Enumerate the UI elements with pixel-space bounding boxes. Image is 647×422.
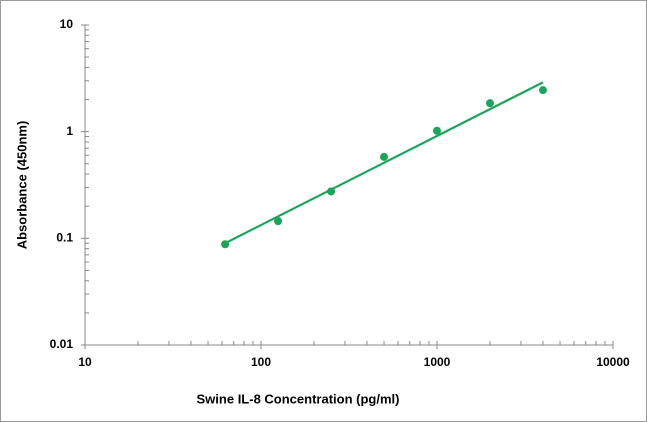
x-tick-label: 100 xyxy=(251,355,271,369)
y-tick-label: 0.1 xyxy=(56,231,73,245)
data-point xyxy=(485,99,494,108)
data-point xyxy=(380,152,389,161)
y-tick-label: 1 xyxy=(66,124,73,138)
data-point xyxy=(274,217,283,226)
trend-line xyxy=(224,81,544,245)
x-axis-title: Swine IL-8 Concentration (pg/ml) xyxy=(197,391,400,406)
x-tick-label: 1000 xyxy=(424,355,451,369)
y-tick-label: 10 xyxy=(60,17,74,31)
x-tick-label: 10000 xyxy=(596,355,630,369)
data-point xyxy=(433,126,441,135)
data-point xyxy=(538,86,547,95)
y-axis-title: Absorbance (450nm) xyxy=(14,121,29,250)
x-tick-label: 10 xyxy=(78,355,92,369)
y-tick-label: 0.01 xyxy=(50,337,74,351)
